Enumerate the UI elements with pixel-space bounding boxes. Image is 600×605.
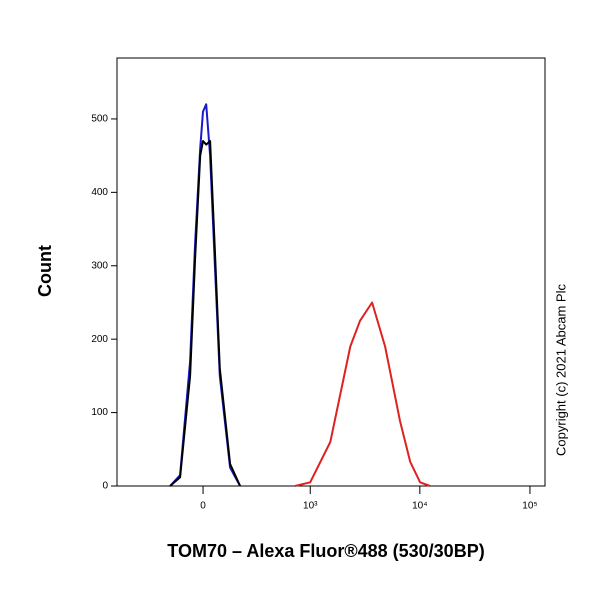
x-axis-label: TOM70 – Alexa Fluor®488 (530/30BP) <box>167 541 484 561</box>
histogram-line <box>169 103 241 487</box>
x-tick-label: 0 <box>200 501 206 512</box>
y-tick-label: 500 <box>91 114 108 125</box>
y-tick-label: 0 <box>102 481 108 492</box>
y-tick-label: 400 <box>91 187 108 198</box>
y-axis-label: Count <box>35 245 55 297</box>
y-tick-label: 300 <box>91 260 108 271</box>
copyright-note: Copyright (c) 2021 Abcam Plc <box>553 284 568 456</box>
histogram-line <box>294 301 431 487</box>
y-tick-label: 200 <box>91 334 108 345</box>
y-tick-label: 100 <box>91 407 108 418</box>
x-tick-label: 10⁵ <box>522 501 537 512</box>
plot-frame <box>116 57 546 487</box>
x-tick-label: 10³ <box>303 501 318 512</box>
x-tick-label: 10⁴ <box>412 501 427 512</box>
histogram-line <box>169 140 242 487</box>
